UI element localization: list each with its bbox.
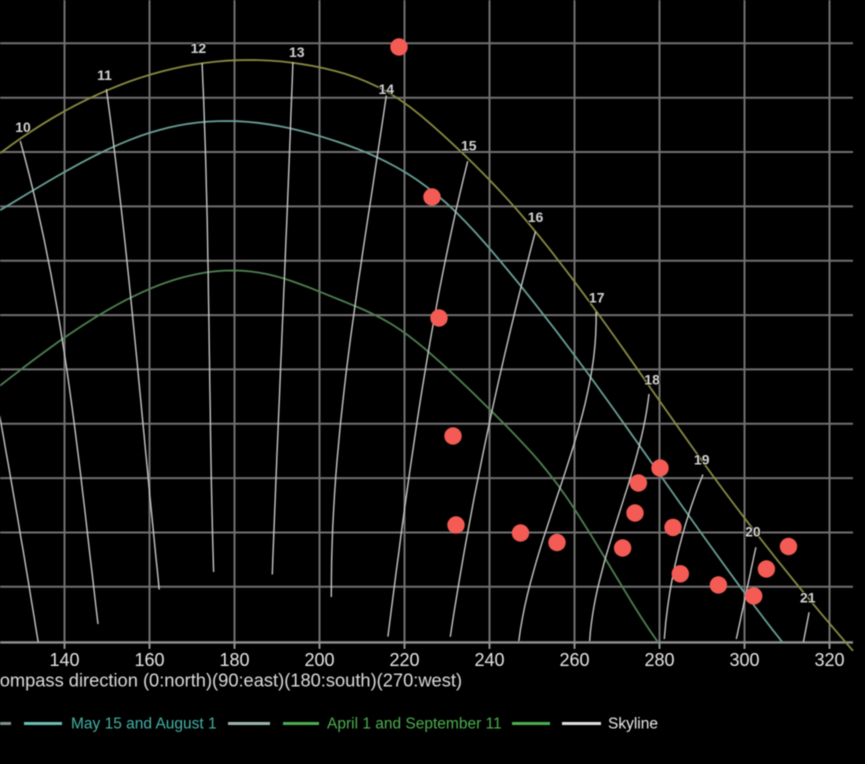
svg-text:260: 260 <box>559 650 589 670</box>
svg-text:160: 160 <box>134 650 164 670</box>
svg-text:Skyline: Skyline <box>608 716 658 733</box>
svg-text:280: 280 <box>644 650 674 670</box>
svg-text:21: 21 <box>800 590 816 606</box>
svg-text:12: 12 <box>191 40 207 56</box>
svg-text:18: 18 <box>644 372 660 388</box>
svg-text:19: 19 <box>694 452 710 468</box>
svg-text:15: 15 <box>461 138 477 154</box>
svg-text:240: 240 <box>474 650 504 670</box>
svg-text:320: 320 <box>814 650 844 670</box>
svg-text:300: 300 <box>729 650 759 670</box>
svg-text:May 15 and August 1: May 15 and August 1 <box>71 716 217 733</box>
svg-text:220: 220 <box>389 650 419 670</box>
svg-text:17: 17 <box>589 290 605 306</box>
svg-text:Compass direction (0:north)(90: Compass direction (0:north)(90:east)(180… <box>0 670 462 691</box>
svg-text:200: 200 <box>304 650 334 670</box>
svg-text:20: 20 <box>745 523 761 539</box>
svg-text:April 1 and September 11: April 1 and September 11 <box>327 716 502 733</box>
svg-text:11: 11 <box>97 67 112 83</box>
svg-text:16: 16 <box>528 209 544 225</box>
svg-text:180: 180 <box>219 650 249 670</box>
svg-text:140: 140 <box>49 650 79 670</box>
svg-text:13: 13 <box>289 44 305 60</box>
svg-text:10: 10 <box>15 119 31 135</box>
svg-text:14: 14 <box>379 81 395 97</box>
